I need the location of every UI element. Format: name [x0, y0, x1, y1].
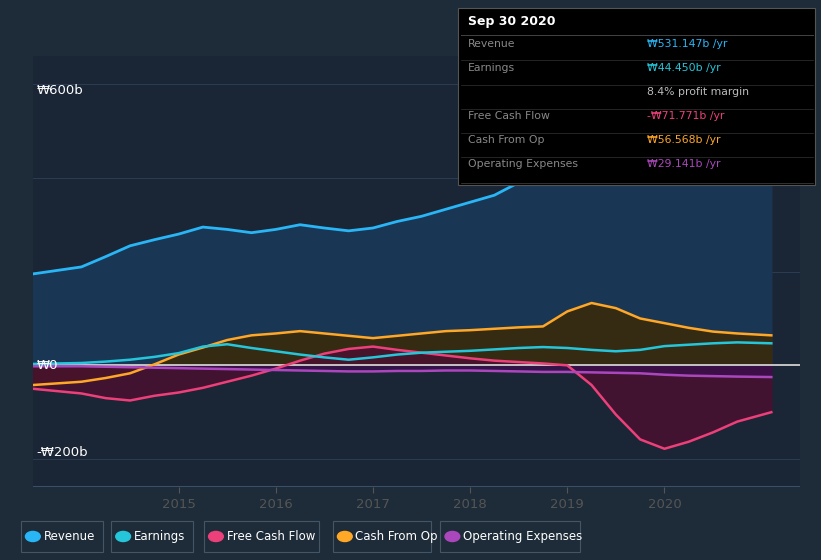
- Text: -₩200b: -₩200b: [37, 446, 89, 459]
- Text: Earnings: Earnings: [468, 63, 515, 73]
- Text: Operating Expenses: Operating Expenses: [468, 159, 578, 169]
- Text: ₩531.147b /yr: ₩531.147b /yr: [647, 39, 727, 49]
- Text: Sep 30 2020: Sep 30 2020: [468, 15, 556, 28]
- Text: Cash From Op: Cash From Op: [468, 135, 544, 145]
- Text: Free Cash Flow: Free Cash Flow: [227, 530, 315, 543]
- Text: ₩29.141b /yr: ₩29.141b /yr: [647, 159, 721, 169]
- Text: Revenue: Revenue: [468, 39, 516, 49]
- Text: 8.4% profit margin: 8.4% profit margin: [647, 87, 749, 97]
- Text: -₩71.771b /yr: -₩71.771b /yr: [647, 111, 724, 121]
- Text: Operating Expenses: Operating Expenses: [463, 530, 582, 543]
- Text: Earnings: Earnings: [134, 530, 186, 543]
- Text: Free Cash Flow: Free Cash Flow: [468, 111, 550, 121]
- Text: Cash From Op: Cash From Op: [355, 530, 438, 543]
- Text: ₩56.568b /yr: ₩56.568b /yr: [647, 135, 721, 145]
- Text: ₩600b: ₩600b: [37, 84, 84, 97]
- Text: Revenue: Revenue: [44, 530, 95, 543]
- Text: ₩0: ₩0: [37, 359, 58, 372]
- Text: ₩44.450b /yr: ₩44.450b /yr: [647, 63, 721, 73]
